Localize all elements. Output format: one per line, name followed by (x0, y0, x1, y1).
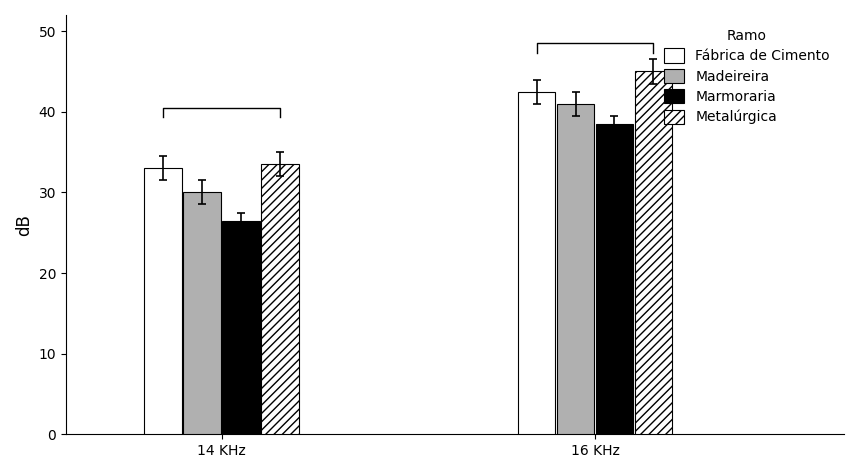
Y-axis label: dB: dB (15, 214, 33, 236)
Bar (261, 164, 299, 434)
Bar (222, 220, 259, 434)
Bar (557, 104, 594, 434)
Bar (518, 92, 555, 434)
Bar (596, 124, 633, 434)
Bar (144, 168, 182, 434)
Legend: Fábrica de Cimento, Madeireira, Marmoraria, Metalúrgica: Fábrica de Cimento, Madeireira, Marmorar… (656, 22, 837, 131)
Bar (183, 193, 221, 434)
Bar (635, 71, 672, 434)
